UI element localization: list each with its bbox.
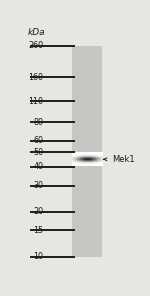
Text: 15: 15 (33, 226, 43, 235)
Text: 80: 80 (33, 118, 43, 127)
Text: 20: 20 (33, 207, 43, 216)
Text: 50: 50 (33, 148, 43, 157)
Text: 30: 30 (33, 181, 43, 190)
Text: 110: 110 (28, 97, 43, 106)
Bar (72, 46, 102, 257)
Text: 60: 60 (33, 136, 43, 145)
Text: 40: 40 (33, 163, 43, 171)
Text: kDa: kDa (28, 28, 46, 37)
Text: 260: 260 (28, 41, 43, 50)
Text: Mek1: Mek1 (112, 155, 134, 164)
Text: 160: 160 (28, 73, 43, 82)
Text: 10: 10 (33, 252, 43, 261)
